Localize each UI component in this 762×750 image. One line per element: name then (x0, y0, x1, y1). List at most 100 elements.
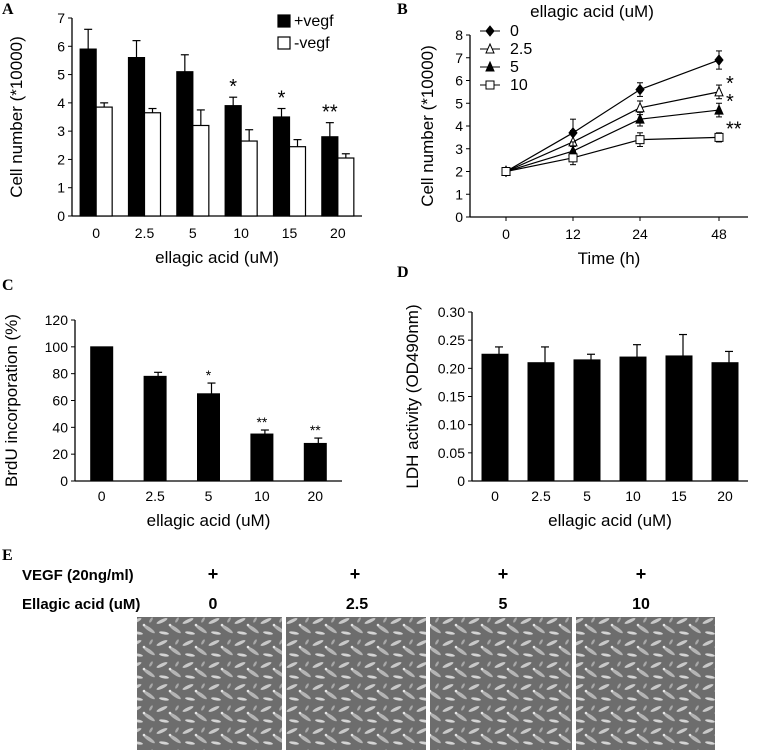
panel-letter-c: C (2, 277, 14, 294)
legend-label: 0 (510, 23, 519, 40)
x-axis-label: ellagic acid (uM) (147, 511, 271, 530)
bar (272, 116, 291, 217)
x-tick-label: 0 (491, 488, 499, 504)
y-tick-label: 2 (455, 164, 463, 180)
data-point (485, 80, 495, 90)
significance-marker: * (206, 367, 212, 383)
y-tick-label: 0.30 (438, 304, 465, 320)
bar (240, 140, 258, 217)
y-tick-label: 5 (455, 95, 463, 111)
ellagic-acid-value: 2.5 (346, 596, 368, 613)
y-tick-label: 0.05 (438, 445, 465, 461)
y-tick-label: 80 (52, 366, 68, 382)
micrograph-image (137, 617, 282, 750)
legend-label: +vegf (294, 13, 334, 30)
chart-a: 0 1 2 3 4 5 6 7 Cell number (*10000) 0 2.5 5 10 * 15 * 2… (7, 10, 362, 267)
panel-letter-e: E (2, 547, 13, 564)
bar (79, 48, 97, 217)
ellagic-acid-label: Ellagic acid (uM) (22, 596, 140, 613)
bar (250, 433, 274, 482)
x-tick-label: 15 (671, 488, 687, 504)
bar (619, 356, 647, 482)
y-tick-label: 2 (57, 151, 65, 167)
y-tick-label: 120 (45, 312, 69, 328)
bar (321, 136, 339, 217)
vegf-label: VEGF (20ng/ml) (22, 567, 134, 584)
x-tick-label: 2.5 (531, 488, 551, 504)
x-tick-label: 2.5 (145, 488, 165, 504)
bar (143, 112, 162, 217)
series-line (505, 59, 720, 173)
x-tick-label: 5 (189, 225, 197, 241)
bar (143, 375, 167, 482)
data-point (568, 153, 578, 163)
legend-label: 5 (510, 59, 519, 76)
vegf-value: + (208, 564, 219, 584)
significance-marker: * (726, 73, 734, 95)
legend-swatch (277, 14, 291, 28)
legend-label: -vegf (294, 35, 330, 52)
y-tick-label: 4 (57, 95, 65, 111)
legend-swatch (277, 36, 291, 50)
panel-letter-a: A (2, 1, 14, 18)
x-tick-label: 20 (717, 488, 733, 504)
panel-e: E VEGF (20ng/ml) Ellagic acid (uM) + + +… (2, 547, 715, 750)
data-point (485, 42, 495, 54)
x-axis-label: ellagic acid (uM) (155, 248, 279, 267)
x-tick-label: 20 (330, 225, 346, 241)
y-tick-label: 1 (57, 180, 65, 196)
bar (224, 105, 242, 217)
data-point (501, 167, 511, 176)
y-tick-label: 6 (57, 38, 65, 54)
ellagic-acid-value: 5 (499, 596, 508, 613)
bar (481, 353, 509, 482)
y-tick-label: 3 (455, 141, 463, 157)
micrograph-image (430, 617, 572, 750)
significance-marker: * (278, 88, 286, 110)
bar (527, 362, 555, 482)
y-tick-label: 100 (45, 339, 69, 355)
bar (711, 362, 739, 482)
bar (303, 442, 327, 482)
data-point (635, 135, 645, 145)
micrograph-image (286, 617, 426, 750)
bar (288, 146, 307, 217)
x-tick-label: 48 (711, 226, 727, 242)
y-tick-label: 7 (455, 50, 463, 66)
y-axis-label: LDH activity (OD490nm) (403, 304, 422, 488)
bar (665, 355, 693, 482)
significance-marker: ** (322, 102, 338, 124)
y-axis-label: Cell number (*10000) (418, 45, 437, 207)
significance-marker: ** (310, 422, 321, 438)
data-point (635, 112, 645, 124)
x-tick-label: 10 (254, 488, 270, 504)
bar (95, 106, 113, 217)
significance-marker: ** (256, 414, 267, 430)
y-tick-label: 0.15 (438, 389, 465, 405)
y-tick-label: 60 (52, 393, 68, 409)
significance-marker: * (726, 91, 734, 113)
ellagic-acid-value: 0 (209, 596, 218, 613)
y-tick-label: 0 (57, 208, 65, 224)
vegf-value: + (350, 564, 361, 584)
data-point (714, 85, 724, 97)
micrograph-image (576, 617, 715, 750)
series-line (505, 109, 720, 173)
data-point (635, 101, 645, 113)
series-line (505, 91, 720, 173)
bar (573, 359, 601, 482)
significance-marker: ** (726, 118, 742, 140)
y-tick-label: 7 (57, 10, 65, 26)
y-tick-label: 8 (455, 27, 463, 43)
x-tick-label: 10 (625, 488, 641, 504)
x-tick-label: 5 (205, 488, 213, 504)
x-axis-label: ellagic acid (uM) (548, 511, 672, 530)
data-point (485, 60, 495, 72)
legend-label: 2.5 (510, 41, 532, 58)
data-point (714, 132, 724, 142)
y-axis-label: BrdU incorporation (%) (2, 314, 21, 487)
y-tick-label: 20 (52, 446, 68, 462)
y-tick-label: 0.25 (438, 332, 465, 348)
